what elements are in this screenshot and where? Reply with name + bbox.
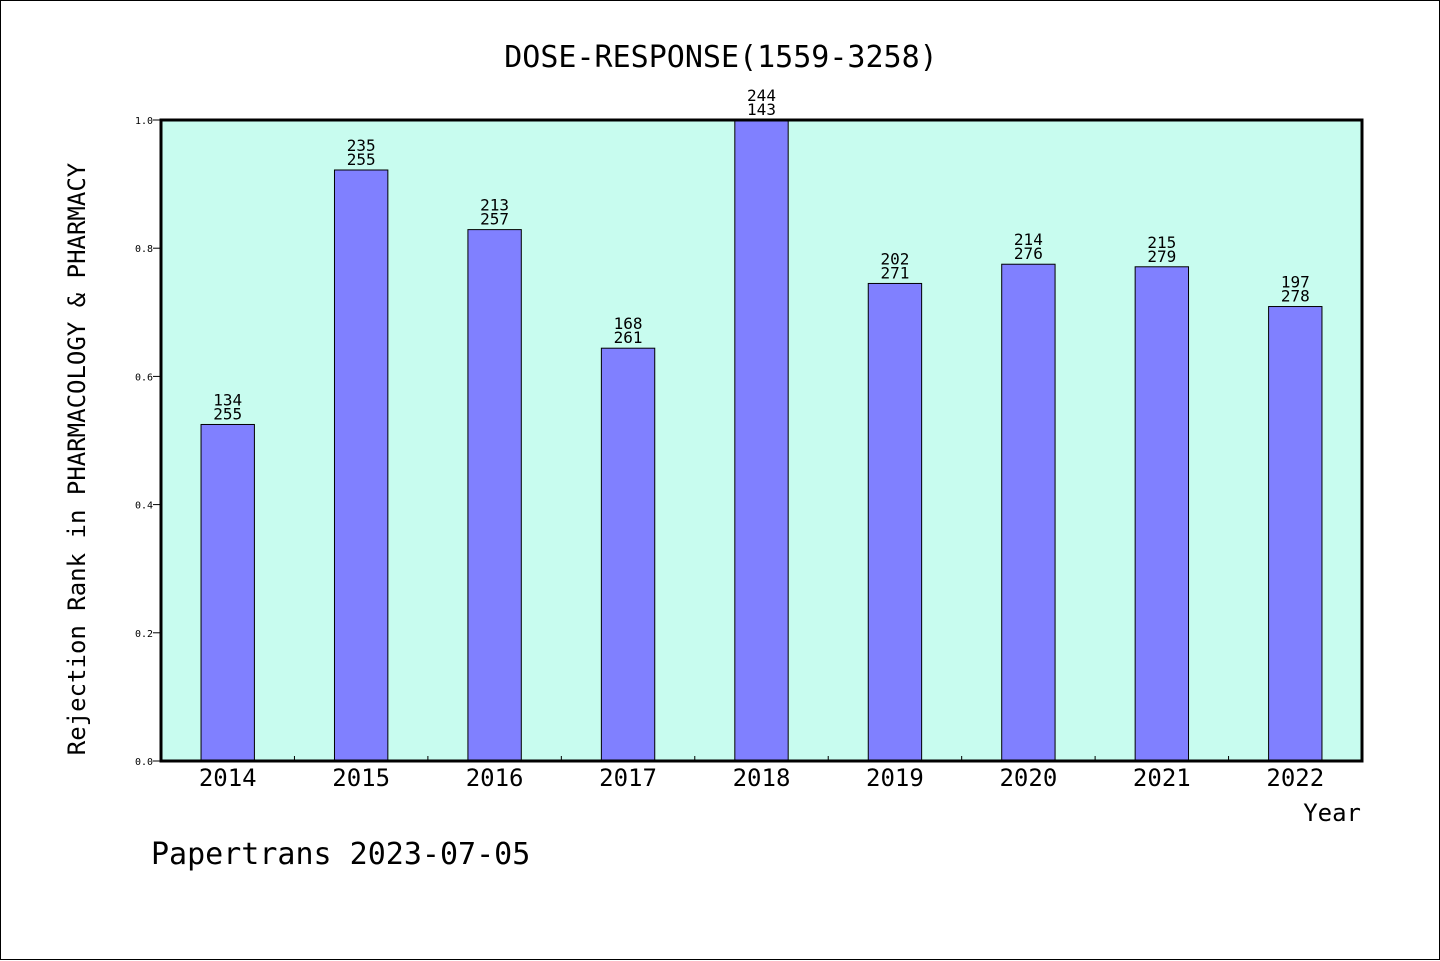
y-tick-label: 0.0 <box>135 757 153 768</box>
plot-border <box>159 118 1364 763</box>
bar-data-label: 197 <box>1281 273 1310 292</box>
y-tick-label: 0.6 <box>135 372 153 383</box>
y-tick-label: 0.2 <box>135 629 153 640</box>
bar-2021 <box>1134 266 1190 762</box>
bar-data-label: 134 <box>213 390 242 409</box>
bar-2022 <box>1268 306 1323 762</box>
bar-series: 1342552352552132571682612441432022712142… <box>200 86 1323 762</box>
x-tick-label: 2022 <box>1266 764 1324 792</box>
footer-credit: Papertrans 2023-07-05 <box>151 837 530 872</box>
bar-data-label: 261 <box>614 328 643 347</box>
y-tick-label: 0.4 <box>135 501 153 512</box>
chart-title: DOSE-RESPONSE(1559-3258) <box>504 40 937 75</box>
bar-data-label: 278 <box>1281 287 1310 306</box>
bar-data-label: 168 <box>614 314 643 333</box>
bar-data-label: 271 <box>880 263 909 282</box>
x-tick-label: 2014 <box>199 764 257 792</box>
bar-data-label: 214 <box>1014 230 1043 249</box>
x-tick-label: 2018 <box>733 764 791 792</box>
y-axis-label: Rejection Rank in PHARMACOLOGY & PHARMAC… <box>63 162 91 755</box>
y-tick-label: 0.8 <box>135 244 153 255</box>
bar-data-label: 235 <box>347 136 376 155</box>
bar-2016 <box>467 229 522 762</box>
bar-data-label: 213 <box>480 196 509 215</box>
bar-data-label: 202 <box>880 249 909 268</box>
x-axis: 2014 2015 2016 2017 2018 2019 2020 2021 2022 <box>199 756 1324 792</box>
y-tick-label: 1.0 <box>135 116 153 127</box>
x-axis-label: Year <box>1303 799 1361 827</box>
bar-data-label: 255 <box>213 404 242 423</box>
bar-data-label: 244 <box>747 86 776 105</box>
y-axis: 0.0 0.2 0.4 0.6 0.8 1.0 <box>135 116 161 768</box>
bar-data-label: 215 <box>1147 233 1176 252</box>
bar-2014 <box>200 423 255 762</box>
bar-data-label: 279 <box>1147 247 1176 266</box>
bar-2020 <box>1001 263 1056 762</box>
x-tick-label: 2021 <box>1133 764 1191 792</box>
x-tick-label: 2016 <box>466 764 524 792</box>
bar-2018 <box>734 119 789 762</box>
x-tick-label: 2015 <box>332 764 390 792</box>
bar-data-label: 255 <box>347 150 376 169</box>
bar-2017 <box>600 347 656 762</box>
bar-data-label: 276 <box>1014 244 1043 263</box>
x-tick-label: 2020 <box>999 764 1057 792</box>
x-tick-label: 2017 <box>599 764 657 792</box>
bar-2015 <box>333 169 389 762</box>
bar-data-label: 143 <box>747 100 776 119</box>
bar-data-label: 257 <box>480 210 509 229</box>
x-tick-label: 2019 <box>866 764 924 792</box>
bar-2019 <box>867 282 923 762</box>
